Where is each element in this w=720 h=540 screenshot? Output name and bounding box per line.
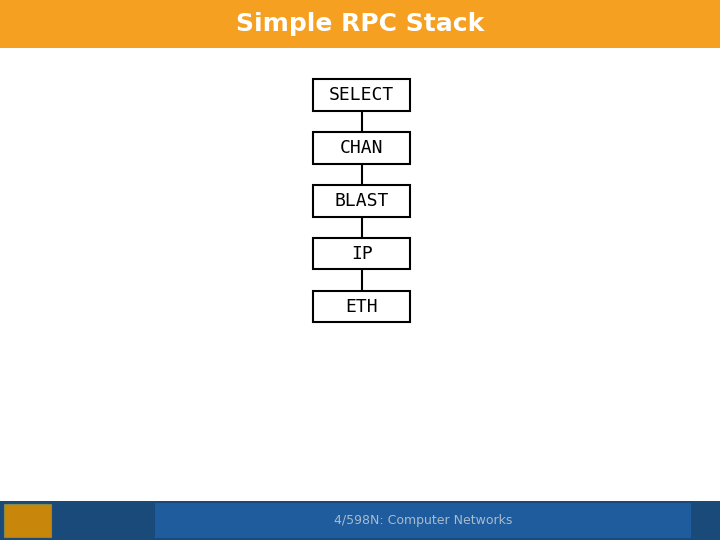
Text: SELECT: SELECT: [329, 86, 395, 104]
Bar: [313, 79, 410, 111]
Bar: [0, 501, 720, 540]
Bar: [0, 0, 720, 48]
Text: ETH: ETH: [346, 298, 378, 316]
Bar: [313, 185, 410, 217]
Bar: [313, 291, 410, 322]
Text: 4/598N: Computer Networks: 4/598N: Computer Networks: [334, 514, 512, 527]
Text: CHAN: CHAN: [340, 139, 384, 157]
Bar: [313, 238, 410, 269]
Bar: [4, 504, 51, 537]
Text: BLAST: BLAST: [335, 192, 389, 210]
Text: IP: IP: [351, 245, 373, 263]
Text: Simple RPC Stack: Simple RPC Stack: [236, 12, 484, 36]
Bar: [313, 132, 410, 164]
Bar: [155, 503, 691, 538]
